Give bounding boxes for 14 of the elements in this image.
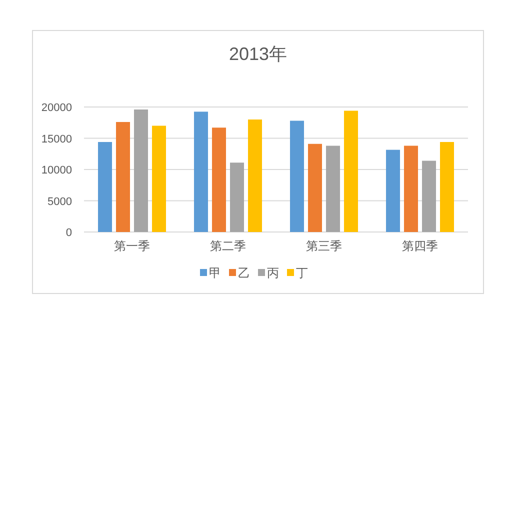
xtick-label: 第二季 xyxy=(210,239,246,253)
legend-label: 丁 xyxy=(296,266,308,280)
ytick-label: 10000 xyxy=(41,164,72,176)
ytick-label: 5000 xyxy=(48,196,72,208)
ytick-label: 0 xyxy=(66,227,72,239)
legend-label: 甲 xyxy=(209,266,221,280)
xtick-label: 第三季 xyxy=(306,239,342,253)
legend-label: 乙 xyxy=(238,266,250,280)
ytick-label: 20000 xyxy=(41,102,72,114)
legend-label: 丙 xyxy=(267,266,279,280)
xtick-label: 第四季 xyxy=(402,239,438,253)
title: 2013年 xyxy=(228,44,288,64)
xtick-label: 第一季 xyxy=(114,239,150,253)
ytick-label: 15000 xyxy=(41,133,72,146)
